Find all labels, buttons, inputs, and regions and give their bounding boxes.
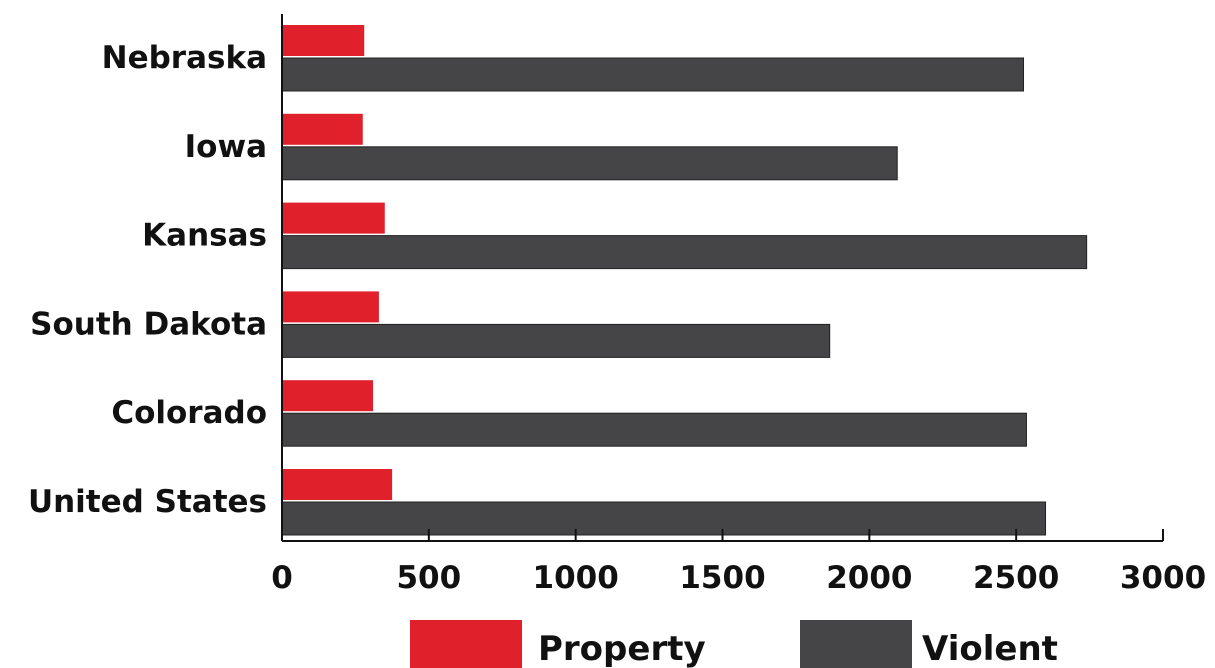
category-label-south-dakota: South Dakota [30,306,267,342]
x-tick-label: 500 [396,560,461,596]
bar-property-nebraska [282,25,365,56]
category-label-kansas: Kansas [142,218,267,254]
bar-violent-iowa [281,146,898,181]
x-tick-label: 0 [271,560,293,596]
bars-group [281,25,1088,536]
bar-property-south-dakota [282,291,379,323]
category-label-nebraska: Nebraska [102,40,267,76]
x-tick-label: 3000 [1120,560,1206,596]
bar-violent-kansas [281,235,1088,270]
x-tick-labels: 0 500 1000 1500 2000 2500 3000 [271,529,1206,596]
category-labels: Nebraska Iowa Kansas South Dakota Colorado Un… [28,40,267,520]
category-label-united-states: United States [28,484,267,520]
bar-violent-nebraska [281,57,1025,92]
bar-violent-colorado [281,412,1027,447]
x-tick-label: 1500 [679,560,765,596]
legend-swatch-violent [800,620,912,668]
axes [281,14,1163,542]
legend-label-violent: Violent [922,629,1058,668]
legend-label-property: Property [538,629,706,668]
legend: Property Violent [410,620,1058,668]
bar-violent-united-states [281,501,1047,536]
bar-property-united-states [282,469,393,500]
bar-property-iowa [282,113,363,145]
bar-property-kansas [282,202,385,234]
bar-property-colorado [282,380,374,412]
x-tick-label: 2500 [973,560,1059,596]
x-tick-label: 2000 [826,560,912,596]
category-label-iowa: Iowa [185,129,267,165]
category-label-colorado: Colorado [111,395,267,431]
bar-violent-south-dakota [281,323,831,358]
legend-swatch-property [410,620,522,668]
x-tick-label: 1000 [533,560,619,596]
